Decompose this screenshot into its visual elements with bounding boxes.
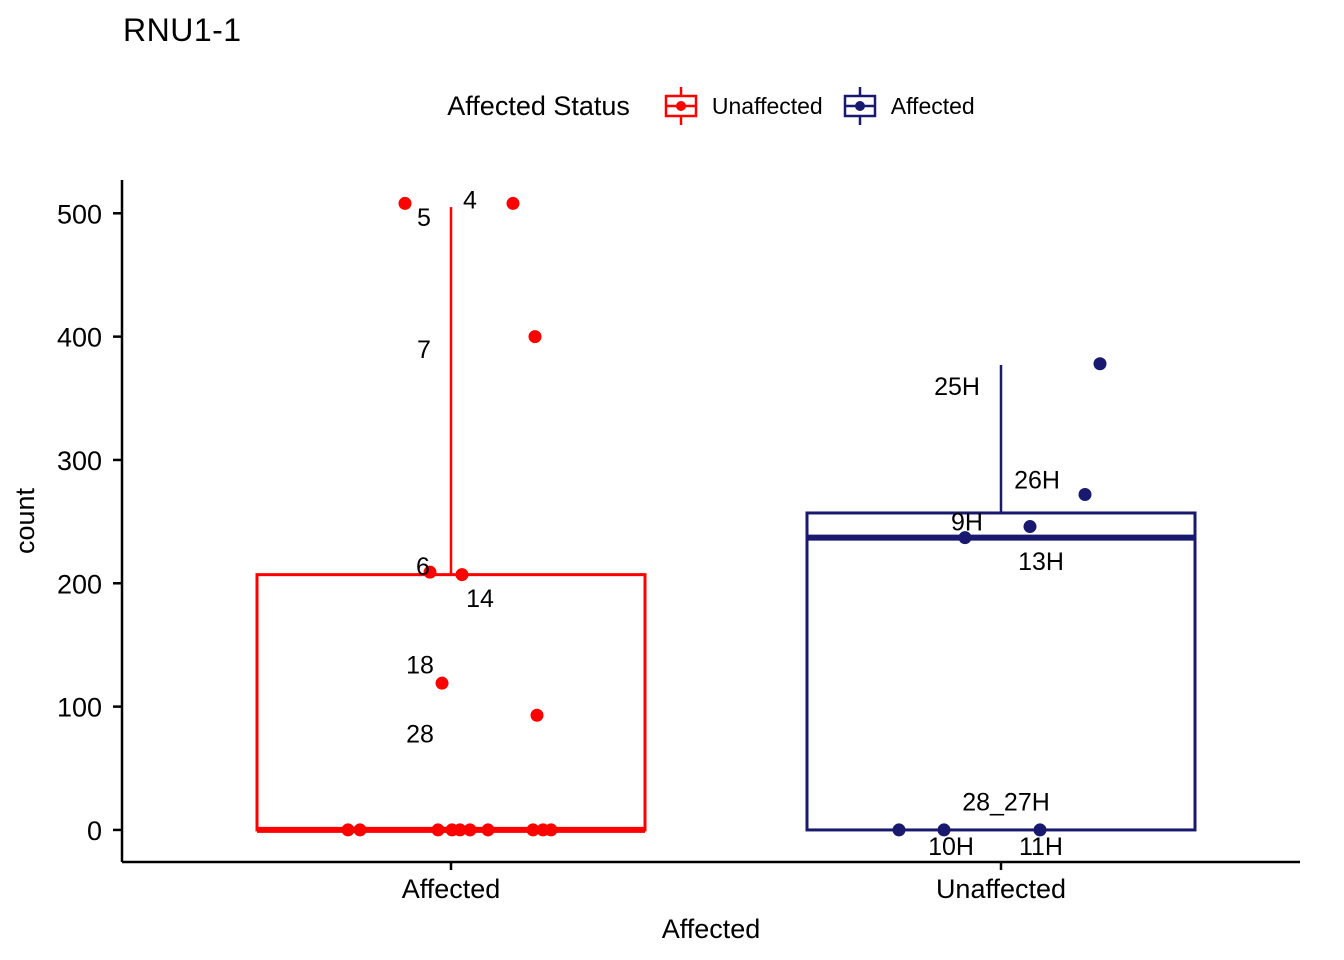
legend-entry-label: Unaffected xyxy=(711,92,823,119)
legend-entry-label: Affected xyxy=(890,92,975,119)
point-label: 11H xyxy=(1019,833,1063,861)
point-label: 28 xyxy=(406,721,434,749)
data-point xyxy=(353,823,367,837)
y-tick-label: 500 xyxy=(57,199,102,229)
data-point xyxy=(526,823,540,837)
data-point xyxy=(530,708,544,722)
box xyxy=(255,573,647,832)
data-point xyxy=(1033,823,1047,837)
y-tick-label: 400 xyxy=(57,323,102,353)
x-tick-label: Unaffected xyxy=(936,874,1066,904)
box xyxy=(805,511,1197,832)
data-point xyxy=(506,196,520,210)
y-axis-title: count xyxy=(10,487,40,554)
point-label: 4 xyxy=(463,187,477,215)
point-label: 7 xyxy=(417,336,431,364)
y-tick-label: 0 xyxy=(87,816,102,846)
point-label: 18 xyxy=(406,652,434,680)
point-label: 13H xyxy=(1018,548,1064,576)
data-point xyxy=(958,531,972,545)
legend-entry-affected: Affected xyxy=(841,85,975,127)
point-label: 28_27H xyxy=(962,789,1050,817)
y-tick-label: 100 xyxy=(57,693,102,723)
point-label: 5 xyxy=(417,204,431,232)
chart-title: RNU1-1 xyxy=(123,12,242,48)
data-point xyxy=(435,676,449,690)
data-point xyxy=(463,823,477,837)
data-point xyxy=(1093,357,1107,371)
data-point xyxy=(528,330,542,344)
data-point xyxy=(423,565,437,579)
data-point xyxy=(1078,487,1092,501)
data-point xyxy=(481,823,495,837)
boxplot-key-icon xyxy=(664,87,698,125)
y-tick-label: 300 xyxy=(57,446,102,476)
boxplot-key-icon xyxy=(843,87,876,125)
point-label: 9H xyxy=(951,509,983,537)
x-axis-title: Affected xyxy=(662,914,761,944)
data-point xyxy=(937,823,951,837)
legend: Affected Status Unaffected Affected xyxy=(122,82,1300,130)
data-point xyxy=(398,196,412,210)
point-label: 6 xyxy=(416,553,430,581)
point-label: 26H xyxy=(1014,467,1060,495)
point-label: 14 xyxy=(466,585,494,613)
data-point xyxy=(453,823,467,837)
data-point xyxy=(455,568,469,582)
legend-title: Affected Status xyxy=(447,90,630,121)
data-point xyxy=(431,823,445,837)
legend-entry-unaffected: Unaffected xyxy=(662,85,823,127)
data-point xyxy=(544,823,558,837)
data-point xyxy=(1023,520,1037,534)
point-label: 25H xyxy=(934,373,980,401)
point-label: 10H xyxy=(928,833,974,861)
x-tick-label: Affected xyxy=(402,874,501,904)
y-tick-label: 200 xyxy=(57,569,102,599)
data-point xyxy=(892,823,906,837)
data-point xyxy=(341,823,355,837)
